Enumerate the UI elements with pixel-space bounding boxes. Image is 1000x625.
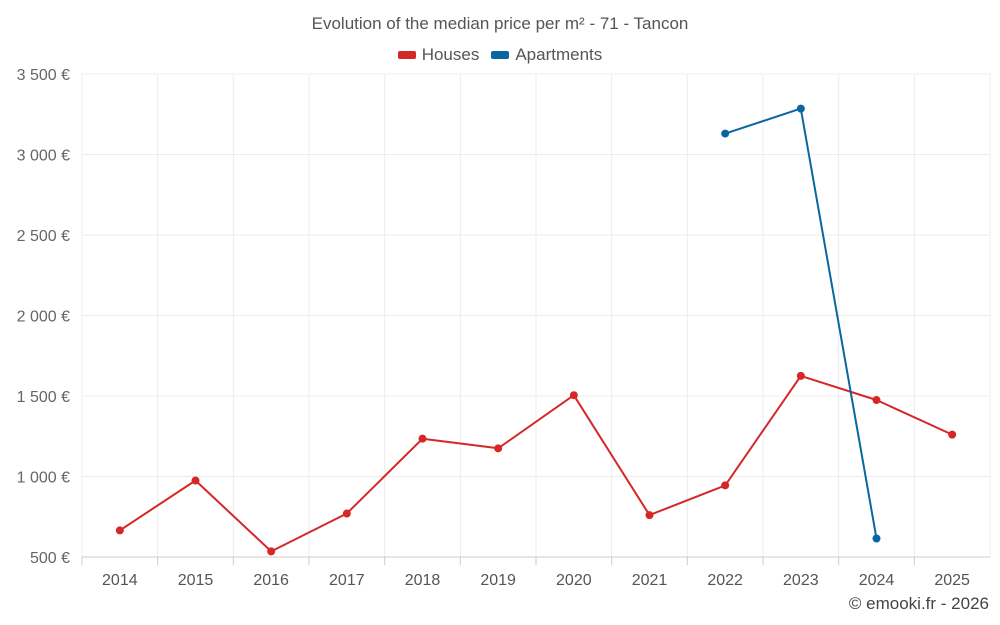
x-tick-label: 2021 <box>632 572 668 589</box>
x-tick-label: 2017 <box>329 572 365 589</box>
data-point-houses <box>796 371 805 380</box>
copyright-credit: © emooki.fr - 2026 <box>848 594 989 613</box>
y-tick-label: 1 500 € <box>17 389 70 406</box>
x-tick-label: 2014 <box>102 572 138 589</box>
data-point-houses <box>494 444 503 453</box>
data-point-apartments <box>872 534 881 543</box>
x-tick-label: 2024 <box>859 572 895 589</box>
y-tick-label: 2 500 € <box>17 228 70 245</box>
legend-swatch-houses <box>397 51 416 59</box>
data-point-houses <box>721 481 730 490</box>
data-point-apartments <box>796 104 805 113</box>
chart-legend: Houses Apartments <box>0 45 1000 65</box>
legend-item-apartments[interactable]: Apartments <box>491 45 602 65</box>
legend-label-houses: Houses <box>421 45 480 64</box>
data-point-houses <box>418 434 427 443</box>
y-tick-label: 500 € <box>30 550 70 567</box>
legend-label-apartments: Apartments <box>515 45 603 64</box>
y-tick-label: 2 000 € <box>17 309 70 326</box>
x-tick-label: 2025 <box>934 572 970 589</box>
x-tick-label: 2023 <box>783 572 819 589</box>
y-tick-label: 1 000 € <box>17 470 70 487</box>
data-point-houses <box>267 547 276 556</box>
data-point-apartments <box>721 129 730 138</box>
legend-swatch-apartments <box>491 51 510 59</box>
data-point-houses <box>645 511 654 520</box>
y-tick-label: 3 500 € <box>17 67 70 84</box>
series-houses <box>115 371 957 556</box>
x-tick-label: 2022 <box>707 572 743 589</box>
data-point-houses <box>948 430 957 439</box>
data-point-houses <box>342 509 351 518</box>
x-tick-label: 2020 <box>556 572 592 589</box>
series-line-apartments <box>724 107 878 539</box>
legend-item-houses[interactable]: Houses <box>397 45 480 65</box>
data-point-houses <box>569 391 578 400</box>
x-tick-label: 2018 <box>405 572 441 589</box>
x-tick-label: 2015 <box>178 572 214 589</box>
x-tick-label: 2016 <box>253 572 289 589</box>
y-tick-label: 3 000 € <box>17 148 70 165</box>
series-line-houses <box>119 374 953 553</box>
data-point-houses <box>872 396 881 405</box>
data-point-houses <box>115 526 124 535</box>
x-tick-label: 2019 <box>480 572 516 589</box>
data-point-houses <box>191 476 200 485</box>
chart-title: Evolution of the median price per m² - 7… <box>311 14 689 33</box>
series-apartments <box>721 104 881 543</box>
